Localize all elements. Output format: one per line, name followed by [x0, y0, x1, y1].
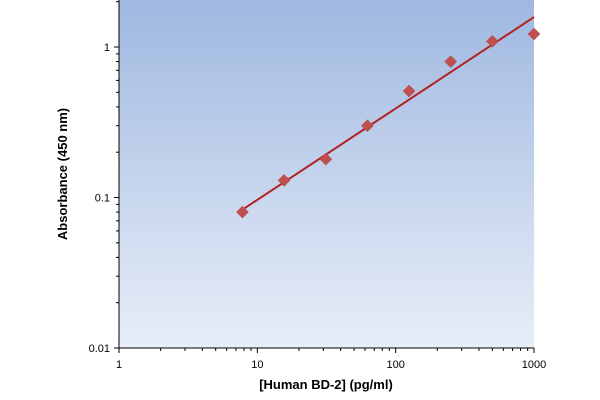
x-tick-label: 10 — [251, 359, 263, 371]
data-point — [402, 84, 416, 98]
data-point — [361, 119, 374, 133]
ticks: 1 10 100 1000 0.01 0.1 1 — [89, 1, 546, 371]
axes — [118, 0, 534, 349]
fit-line-group — [241, 16, 535, 211]
fit-line — [241, 16, 535, 211]
x-tick-label: 1 — [116, 359, 122, 371]
y-axis-title: Absorbance (450 nm) — [55, 108, 70, 240]
plot-area — [119, 0, 534, 348]
data-point — [277, 173, 291, 187]
data-point — [236, 205, 249, 219]
data-point — [486, 35, 499, 48]
x-tick-label: 1000 — [522, 359, 546, 371]
y-tick-label: 1 — [104, 42, 110, 54]
y-tick-label: 0.01 — [89, 343, 110, 355]
y-tick-label: 0.1 — [95, 193, 110, 205]
data-point — [319, 152, 333, 166]
data-point — [527, 27, 541, 41]
data-points — [236, 27, 541, 219]
x-tick-label: 100 — [386, 359, 404, 371]
x-axis-title: [Human BD-2] (pg/ml) — [259, 377, 393, 392]
data-point — [444, 55, 458, 68]
